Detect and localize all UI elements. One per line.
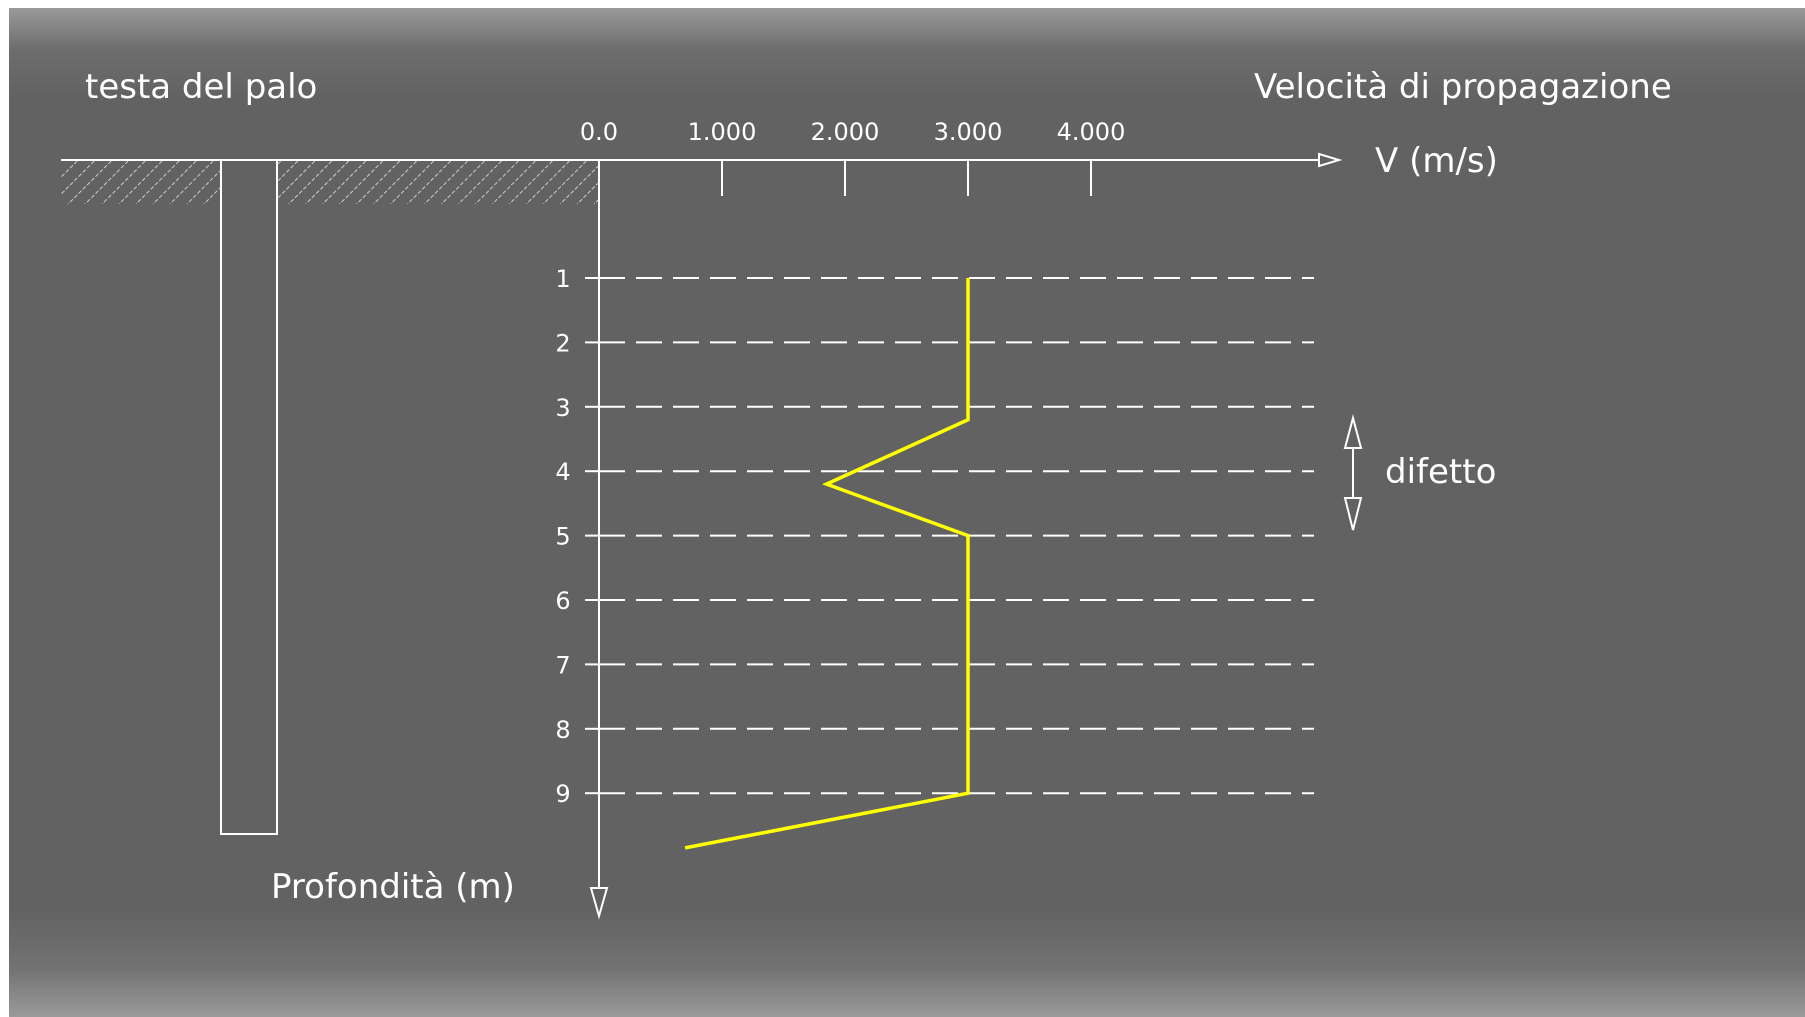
- y-tick-label: 4: [555, 458, 570, 486]
- x-tick-group: 0.0 1.000 2.000 3.000 4.000: [580, 118, 1125, 196]
- velocity-axis-arrow-icon: [1318, 152, 1343, 168]
- y-tick-label: 7: [555, 651, 570, 679]
- depth-axis-label: Profondità (m): [271, 867, 515, 907]
- pile: [220, 159, 278, 835]
- ground-hatch-right: [277, 160, 599, 204]
- velocity-axis-label: V (m/s): [1375, 141, 1498, 181]
- pile-head-label: testa del palo: [85, 67, 317, 107]
- y-tick-label: 8: [555, 716, 570, 744]
- x-tick-label: 2.000: [811, 118, 880, 146]
- y-tick-label: 3: [555, 394, 570, 422]
- y-tick-group: 1 2 3 4 5 6 7 8 9: [555, 265, 1314, 808]
- y-tick-label: 1: [555, 265, 570, 293]
- x-tick-label: 4.000: [1057, 118, 1126, 146]
- velocity-curve-group: [684, 277, 970, 850]
- diagram-frame: 0.0 1.000 2.000 3.000 4.000 1 2 3 4 5 6 7 8 9 testa …: [9, 8, 1805, 1017]
- depth-axis-arrow-icon: [589, 887, 609, 920]
- y-tick-label: 2: [555, 329, 570, 357]
- y-tick-label: 9: [555, 780, 570, 808]
- velocity-series-line: [684, 278, 970, 850]
- y-tick-label: 6: [555, 587, 570, 615]
- x-tick-label: 0.0: [580, 118, 618, 146]
- defect-label: difetto: [1385, 452, 1496, 492]
- velocity-title: Velocità di propagazione: [1254, 67, 1672, 107]
- pile-velocity-diagram: 0.0 1.000 2.000 3.000 4.000 1 2 3 4 5 6 7 8 9 testa …: [61, 67, 1672, 920]
- ground-hatch-left: [61, 160, 221, 204]
- x-tick-label: 3.000: [934, 118, 1003, 146]
- x-tick-label: 1.000: [688, 118, 757, 146]
- defect-double-arrow-icon: [1343, 414, 1363, 531]
- y-tick-label: 5: [555, 523, 570, 551]
